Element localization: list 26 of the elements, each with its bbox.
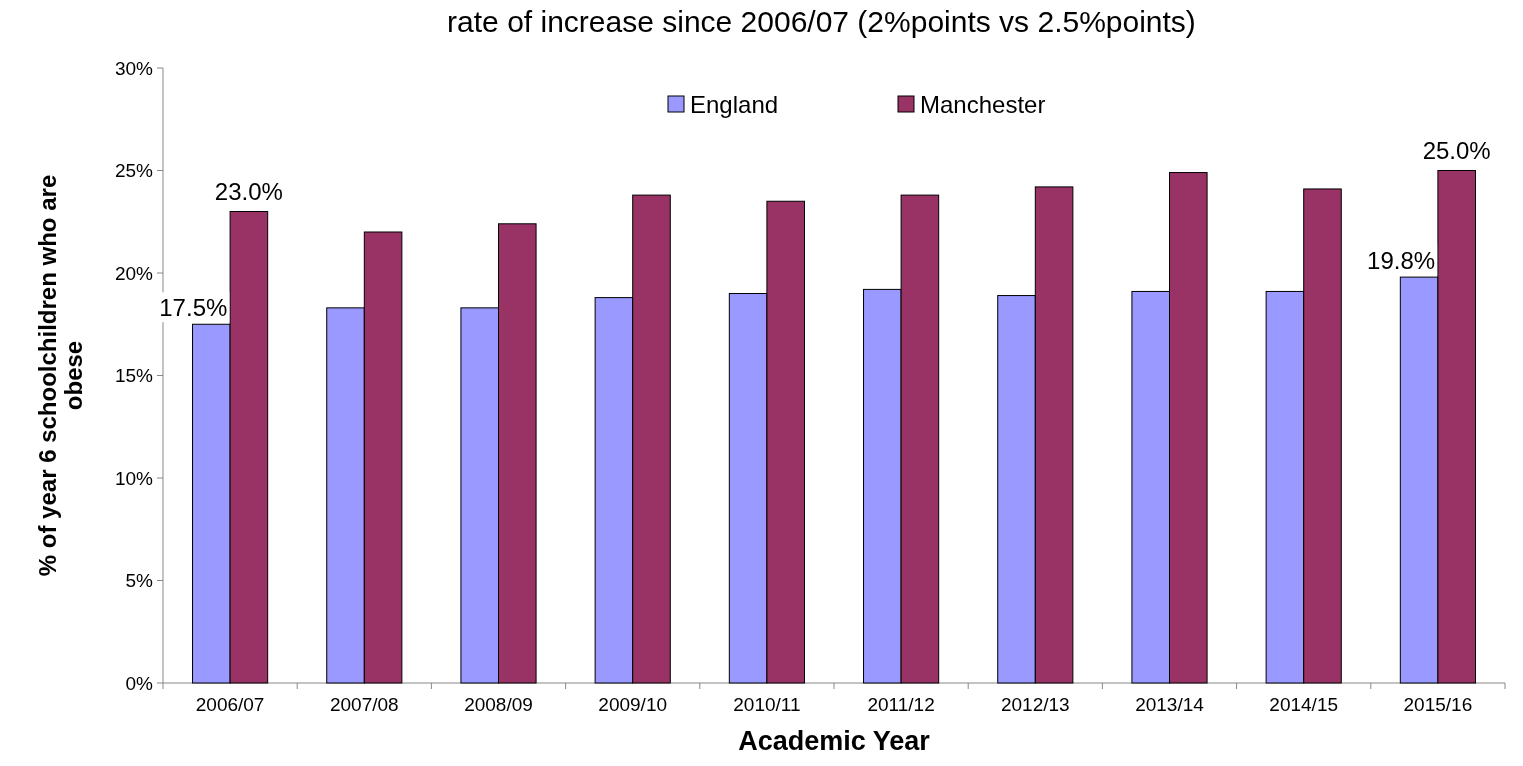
data-label: 23.0% — [214, 177, 283, 205]
data-label: 17.5% — [159, 294, 228, 322]
x-tick-label: 2006/07 — [195, 694, 265, 715]
chart-title: rate of increase since 2006/07 (2%points vs 2.5%points) — [447, 5, 1196, 38]
x-tick-label: 2014/15 — [1269, 694, 1339, 715]
legend-label: England — [690, 91, 779, 119]
x-tick-label: 2012/13 — [1000, 694, 1070, 715]
x-tick-label: 2013/14 — [1135, 694, 1205, 715]
x-tick-label: 2015/16 — [1403, 694, 1473, 715]
y-tick-label: 10% — [114, 467, 154, 489]
legend-label: Manchester — [920, 91, 1046, 119]
y-tick-label: 25% — [114, 160, 154, 182]
x-tick-label: 2011/12 — [867, 694, 935, 715]
y-tick-label: 20% — [114, 262, 154, 284]
y-tick-label: 5% — [125, 570, 154, 592]
data-label: 25.0% — [1422, 136, 1491, 164]
x-tick-label: 2008/09 — [464, 694, 533, 715]
data-label: 19.8% — [1367, 247, 1436, 275]
y-tick-label: 30% — [114, 57, 154, 79]
x-tick-label: 2007/08 — [329, 694, 399, 715]
x-axis-title: Academic Year — [738, 726, 931, 756]
x-tick-label: 2009/10 — [598, 694, 668, 715]
y-tick-label: 15% — [114, 365, 154, 387]
x-tick-label: 2010/11 — [733, 694, 801, 715]
y-tick-label: 0% — [125, 672, 154, 694]
y-axis-title: % of year 6 schoolchildren who are obese — [34, 174, 87, 577]
